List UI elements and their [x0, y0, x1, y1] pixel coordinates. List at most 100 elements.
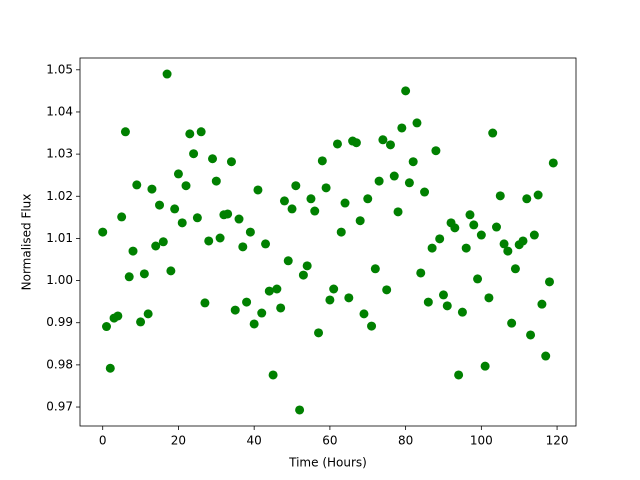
point — [234, 214, 244, 224]
y-tick-label: 1.01 — [46, 231, 73, 245]
point — [136, 317, 146, 327]
point — [268, 370, 278, 380]
y-tick-label: 0.98 — [46, 357, 73, 371]
point — [420, 187, 430, 197]
y-tick-label: 1.00 — [46, 273, 73, 287]
point — [416, 268, 426, 278]
point — [321, 183, 331, 193]
point — [340, 198, 350, 208]
y-tick-label: 1.05 — [46, 62, 73, 76]
point — [518, 236, 528, 246]
point — [544, 277, 554, 287]
x-tick-label: 0 — [99, 434, 107, 448]
point — [257, 308, 267, 318]
point — [431, 146, 441, 156]
point — [522, 194, 532, 204]
point — [336, 227, 346, 237]
point — [351, 138, 361, 148]
point — [306, 194, 316, 204]
point — [253, 185, 263, 195]
point — [438, 290, 448, 300]
point — [507, 318, 517, 328]
point — [189, 149, 199, 159]
point — [139, 269, 149, 279]
point — [427, 243, 437, 253]
y-axis-label: Normalised Flux — [20, 194, 34, 291]
point — [332, 139, 342, 149]
point — [155, 200, 165, 210]
point — [495, 191, 505, 201]
point — [503, 246, 513, 256]
point — [276, 303, 286, 313]
point — [181, 181, 191, 191]
point — [242, 297, 252, 307]
point — [158, 237, 168, 247]
point — [359, 309, 369, 319]
point — [454, 370, 464, 380]
point — [151, 241, 161, 251]
point — [185, 129, 195, 139]
point — [480, 361, 490, 371]
point — [397, 123, 407, 133]
point — [423, 297, 433, 307]
point — [264, 286, 274, 296]
point — [499, 239, 509, 249]
y-tick-label: 0.97 — [46, 400, 73, 414]
point — [132, 180, 142, 190]
x-tick-label: 80 — [398, 434, 413, 448]
point — [450, 223, 460, 233]
point — [226, 157, 236, 167]
point — [298, 270, 308, 280]
point — [325, 295, 335, 305]
point — [404, 178, 414, 188]
plot-frame — [79, 57, 577, 427]
point — [491, 222, 501, 232]
point — [344, 293, 354, 303]
point — [526, 330, 536, 340]
point — [170, 204, 180, 214]
point — [374, 176, 384, 186]
point — [510, 264, 520, 274]
point — [128, 246, 138, 256]
point — [192, 213, 202, 223]
point — [200, 298, 210, 308]
point — [370, 264, 380, 274]
point — [245, 227, 255, 237]
point — [367, 321, 377, 331]
point — [435, 234, 445, 244]
point — [230, 305, 240, 315]
point — [389, 171, 399, 181]
point — [317, 156, 327, 166]
point — [469, 220, 479, 230]
x-tick-label: 120 — [546, 434, 569, 448]
x-tick-label: 60 — [322, 434, 337, 448]
point — [120, 127, 130, 137]
point — [408, 157, 418, 167]
point — [223, 209, 233, 219]
point — [393, 207, 403, 217]
point — [113, 311, 123, 321]
point — [215, 233, 225, 243]
point — [147, 184, 157, 194]
point — [329, 284, 339, 294]
point — [457, 307, 467, 317]
point — [412, 118, 422, 128]
point — [476, 230, 486, 240]
point — [302, 261, 312, 271]
point — [488, 128, 498, 138]
point — [355, 216, 365, 226]
point — [173, 169, 183, 179]
point — [291, 181, 301, 191]
point — [363, 194, 373, 204]
point — [177, 218, 187, 228]
point — [465, 210, 475, 220]
point — [124, 272, 134, 282]
point — [473, 274, 483, 284]
point — [143, 309, 153, 319]
point — [310, 206, 320, 216]
point — [105, 363, 115, 373]
point — [283, 256, 293, 266]
point — [166, 266, 176, 276]
